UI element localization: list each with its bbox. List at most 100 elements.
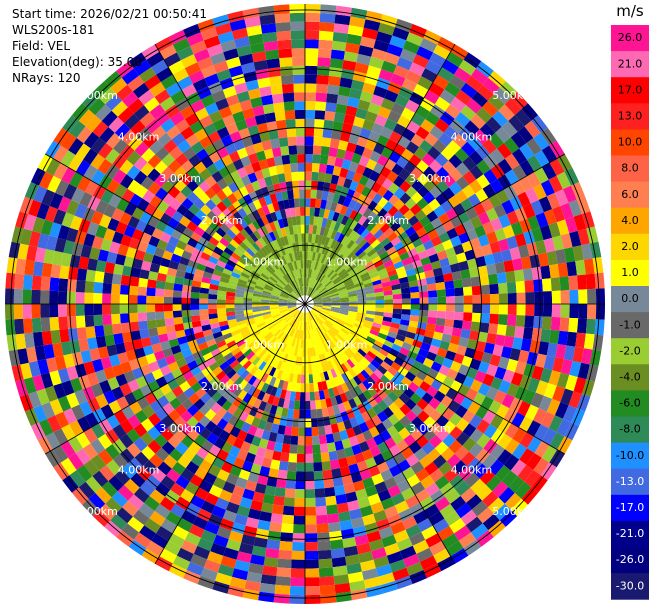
velocity-gate [341,474,353,486]
velocity-gate [13,304,23,320]
velocity-gate [346,562,362,575]
velocity-gate [236,231,246,242]
velocity-gate [373,355,384,366]
velocity-gate [423,191,436,204]
velocity-gate [560,233,573,249]
velocity-gate [560,388,574,406]
velocity-gate [23,318,33,334]
velocity-gate [460,509,478,526]
velocity-gate [307,268,311,278]
velocity-gate [59,265,70,280]
velocity-gate [270,211,278,222]
velocity-gate [238,127,251,140]
velocity-gate [269,304,279,306]
velocity-gate [187,191,199,204]
velocity-gate [405,331,416,340]
velocity-gate [442,420,456,434]
velocity-gate [33,405,48,423]
velocity-gate [197,376,209,388]
velocity-gate [46,357,58,373]
velocity-gate [60,150,76,168]
velocity-gate [365,10,383,23]
velocity-gate [439,111,455,126]
velocity-gate [377,106,392,119]
velocity-gate [314,271,320,280]
velocity-gate [103,324,114,336]
velocity-gate [481,294,491,304]
velocity-gate [255,239,264,250]
velocity-gate [123,225,136,238]
velocity-gate [257,249,267,259]
velocity-gate [521,487,539,505]
velocity-gate [321,323,329,332]
velocity-gate [413,147,428,160]
velocity-gate [247,125,260,137]
velocity-gate [416,435,429,448]
velocity-gate [277,128,288,139]
velocity-gate [468,150,484,166]
velocity-gate [356,225,367,236]
velocity-gate [305,312,307,322]
velocity-gate [313,306,322,311]
velocity-gate [272,289,281,295]
velocity-gate [292,270,297,280]
velocity-gate [472,304,482,314]
velocity-gate [184,243,195,254]
velocity-gate [366,310,376,315]
velocity-gate [322,297,331,301]
velocity-gate [222,208,233,219]
velocity-gate [297,153,305,163]
velocity-gate [426,210,439,223]
velocity-gate [263,448,274,460]
velocity-gate [555,344,567,359]
velocity-gate [312,296,322,301]
velocity-gate [313,127,324,138]
velocity-gate [282,434,292,445]
velocity-gate [353,375,362,386]
velocity-gate [128,52,147,69]
velocity-gate [403,40,420,55]
velocity-gate [310,290,318,298]
velocity-gate [428,304,438,311]
velocity-gate [427,316,437,325]
velocity-gate [357,193,367,205]
velocity-gate [319,154,329,165]
velocity-gate [262,270,271,279]
velocity-gate [329,249,336,259]
velocity-gate [302,251,305,260]
velocity-gate [272,396,280,407]
velocity-gate [445,247,457,258]
velocity-gate [288,298,297,302]
velocity-gate [262,32,278,43]
velocity-gate [290,281,297,290]
velocity-gate [404,356,416,366]
velocity-gate [383,259,394,269]
velocity-gate [378,69,394,82]
velocity-gate [283,235,289,246]
velocity-gate [404,226,416,237]
velocity-gate [228,445,241,458]
velocity-gate [293,198,300,208]
velocity-gate [222,114,236,127]
velocity-gate [455,431,470,446]
velocity-gate [347,25,364,37]
velocity-gate [416,160,429,173]
velocity-gate [290,309,299,316]
velocity-gate [113,263,124,275]
velocity-gate [432,331,444,341]
velocity-gate [72,242,84,257]
velocity-gate [90,383,104,398]
velocity-gate [362,278,373,285]
velocity-gate [398,276,409,284]
velocity-gate [313,301,323,304]
velocity-gate [483,438,498,454]
velocity-gate [371,214,382,226]
velocity-gate [375,263,386,272]
velocity-gate [49,290,59,304]
velocity-gate [367,102,381,115]
velocity-gate [141,445,156,460]
velocity-gate [208,313,218,320]
velocity-gate [345,319,355,326]
velocity-gate [156,526,173,541]
velocity-gate [267,394,275,405]
